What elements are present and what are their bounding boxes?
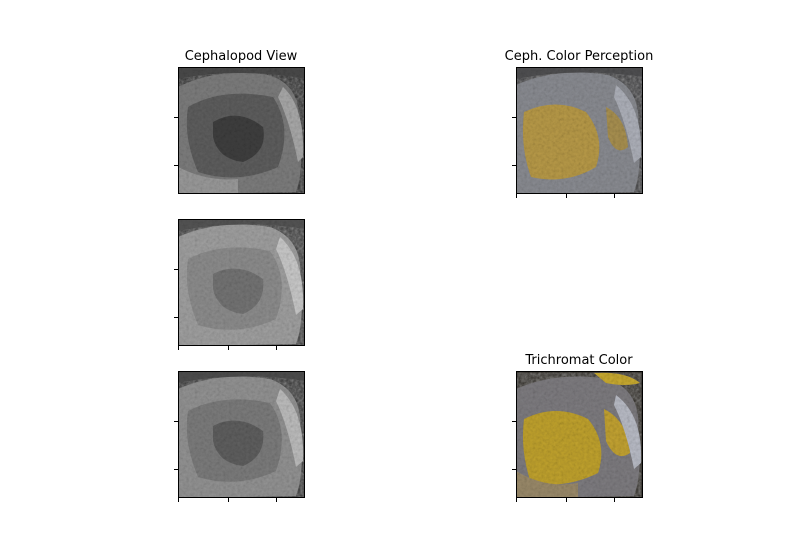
image-panel-ceph-color-perception (512, 67, 643, 198)
y-tick (512, 165, 516, 166)
y-tick (512, 421, 516, 422)
x-tick (228, 346, 229, 350)
y-tick (174, 469, 178, 470)
x-tick (516, 194, 517, 198)
image-panel-gray-mid (174, 371, 305, 502)
panel-title-ceph-color-perception: Ceph. Color Perception (504, 49, 654, 64)
y-tick (174, 317, 178, 318)
y-tick (512, 117, 516, 118)
rock-image-grayscale-light (178, 219, 305, 346)
panel-title-cephalopod-view: Cephalopod View (184, 49, 298, 64)
image-panel-gray-light (174, 219, 305, 350)
panel-title-trichromat-color: Trichromat Color (525, 353, 633, 368)
y-tick (174, 165, 178, 166)
x-tick (228, 498, 229, 502)
x-tick (516, 498, 517, 502)
x-tick (178, 346, 179, 350)
x-tick (614, 498, 615, 502)
x-tick (178, 498, 179, 502)
x-tick (276, 498, 277, 502)
rock-image-grayscale-mid (178, 371, 305, 498)
image-panel-trichromat-color (512, 371, 643, 502)
x-tick (276, 346, 277, 350)
y-tick (512, 469, 516, 470)
y-tick (174, 269, 178, 270)
x-tick (566, 498, 567, 502)
y-tick (174, 421, 178, 422)
rock-image-color-vivid (516, 371, 643, 498)
x-tick (566, 194, 567, 198)
y-tick (174, 117, 178, 118)
rock-image-color-muted (516, 67, 643, 194)
x-tick (614, 194, 615, 198)
rock-image-grayscale (178, 67, 305, 194)
image-panel-cephalopod-view (174, 67, 305, 194)
